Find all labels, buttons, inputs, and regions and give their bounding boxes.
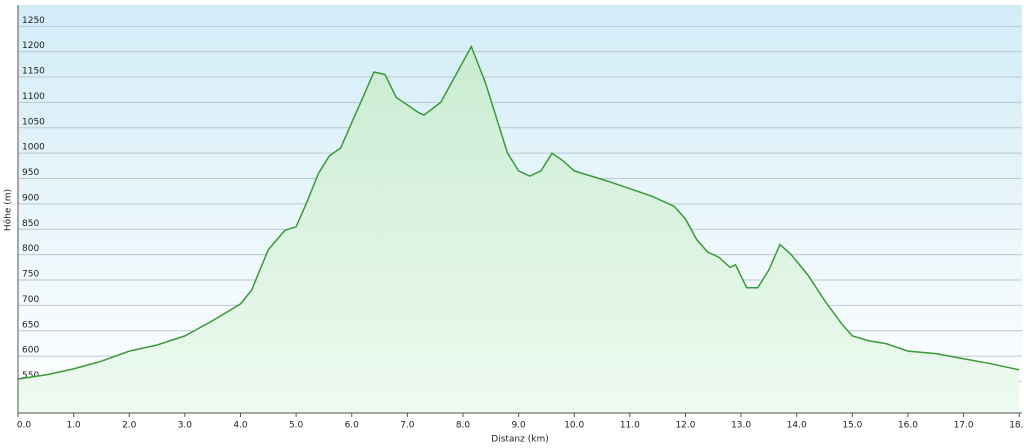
y-tick-label: 700 <box>22 295 39 305</box>
y-tick-label: 950 <box>22 168 39 178</box>
x-tick-label: 6.0 <box>345 421 360 431</box>
x-tick-label: 10.0 <box>564 421 584 431</box>
x-tick-label: 8.0 <box>456 421 471 431</box>
x-axis-label: Distanz (km) <box>491 435 548 445</box>
y-tick-label: 1200 <box>22 41 45 51</box>
y-tick-label: 600 <box>22 346 39 356</box>
elevation-line <box>17 44 1020 380</box>
y-tick-label: 1100 <box>22 92 45 102</box>
y-tick-label: 750 <box>22 270 39 280</box>
x-tick-label: 9.0 <box>511 421 526 431</box>
y-tick-label: 1050 <box>22 117 45 127</box>
x-tick-label: 7.0 <box>400 421 415 431</box>
x-tick-label: 2.0 <box>122 421 137 431</box>
y-tick-label: 900 <box>22 193 39 203</box>
x-tick-label: 15.0 <box>842 421 862 431</box>
x-tick-label: 5.0 <box>289 421 304 431</box>
x-tick-label: 18.0 <box>1009 421 1024 431</box>
x-tick-label: 17.0 <box>954 421 974 431</box>
y-tick-label: 1000 <box>22 143 45 153</box>
x-tick-label: 11.0 <box>620 421 640 431</box>
y-tick-label: 650 <box>22 320 39 330</box>
y-tick-label: 800 <box>22 244 39 254</box>
x-tick-label: 14.0 <box>787 421 807 431</box>
y-tick-label: 850 <box>22 219 39 229</box>
x-tick-label: 13.0 <box>731 421 751 431</box>
y-tick-label: 550 <box>22 371 39 381</box>
x-tick-label: 16.0 <box>898 421 918 431</box>
x-tick-label: 1.0 <box>66 421 81 431</box>
area <box>18 46 1020 413</box>
y-tick-label: 1150 <box>22 67 45 77</box>
y-tick-label: 1250 <box>22 16 45 26</box>
y-axis-label: Höhe (m) <box>4 189 14 231</box>
x-tick-label: 0.0 <box>17 421 32 431</box>
x-tick-label: 3.0 <box>178 421 193 431</box>
x-tick-label: 4.0 <box>233 421 248 431</box>
x-tick-label: 12.0 <box>675 421 695 431</box>
